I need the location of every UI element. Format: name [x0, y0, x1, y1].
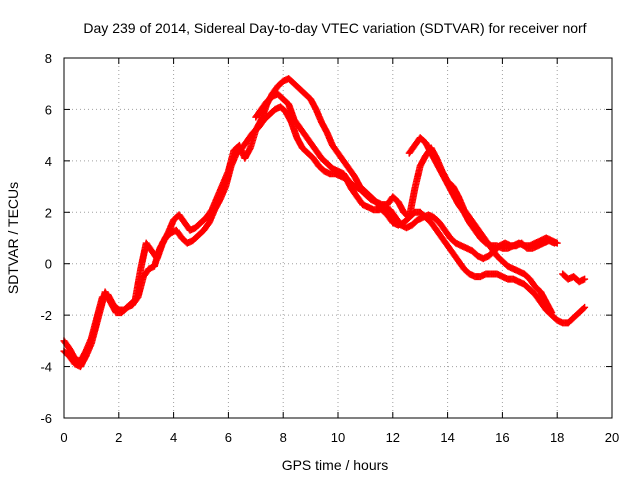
- x-tick-label: 8: [280, 430, 287, 445]
- data-point: [553, 239, 561, 247]
- series-layer: [60, 75, 589, 371]
- data-point: [581, 303, 589, 311]
- y-tick-label: 2: [45, 205, 52, 220]
- plot-border: [63, 57, 613, 419]
- y-tick-label: -4: [40, 360, 52, 375]
- series-3: [559, 270, 589, 286]
- series-1: [60, 75, 556, 365]
- series-4: [405, 134, 561, 252]
- x-tick-label: 14: [440, 430, 454, 445]
- x-tick-label: 6: [225, 430, 232, 445]
- y-axis-label: SDTVAR / TECUs: [5, 182, 21, 294]
- x-tick-label: 4: [170, 430, 177, 445]
- chart-title: Day 239 of 2014, Sidereal Day-to-day VTE…: [83, 20, 586, 36]
- x-tick-label: 18: [550, 430, 564, 445]
- x-tick-label: 10: [331, 430, 345, 445]
- y-tick-label: -2: [40, 308, 52, 323]
- x-tick-label: 12: [386, 430, 400, 445]
- y-tick-label: -6: [40, 411, 52, 426]
- series-2: [252, 90, 589, 327]
- x-tick-label: 2: [115, 430, 122, 445]
- x-tick-label: 0: [60, 430, 67, 445]
- x-tick-label: 16: [495, 430, 509, 445]
- y-tick-label: 8: [45, 51, 52, 66]
- y-tick-label: 6: [45, 102, 52, 117]
- y-tick-label: 0: [45, 257, 52, 272]
- grid: [64, 58, 612, 418]
- x-axis-label: GPS time / hours: [282, 457, 389, 473]
- x-tick-label: 20: [605, 430, 619, 445]
- y-tick-label: 4: [45, 154, 52, 169]
- data-point: [581, 275, 589, 283]
- data-point: [580, 304, 588, 312]
